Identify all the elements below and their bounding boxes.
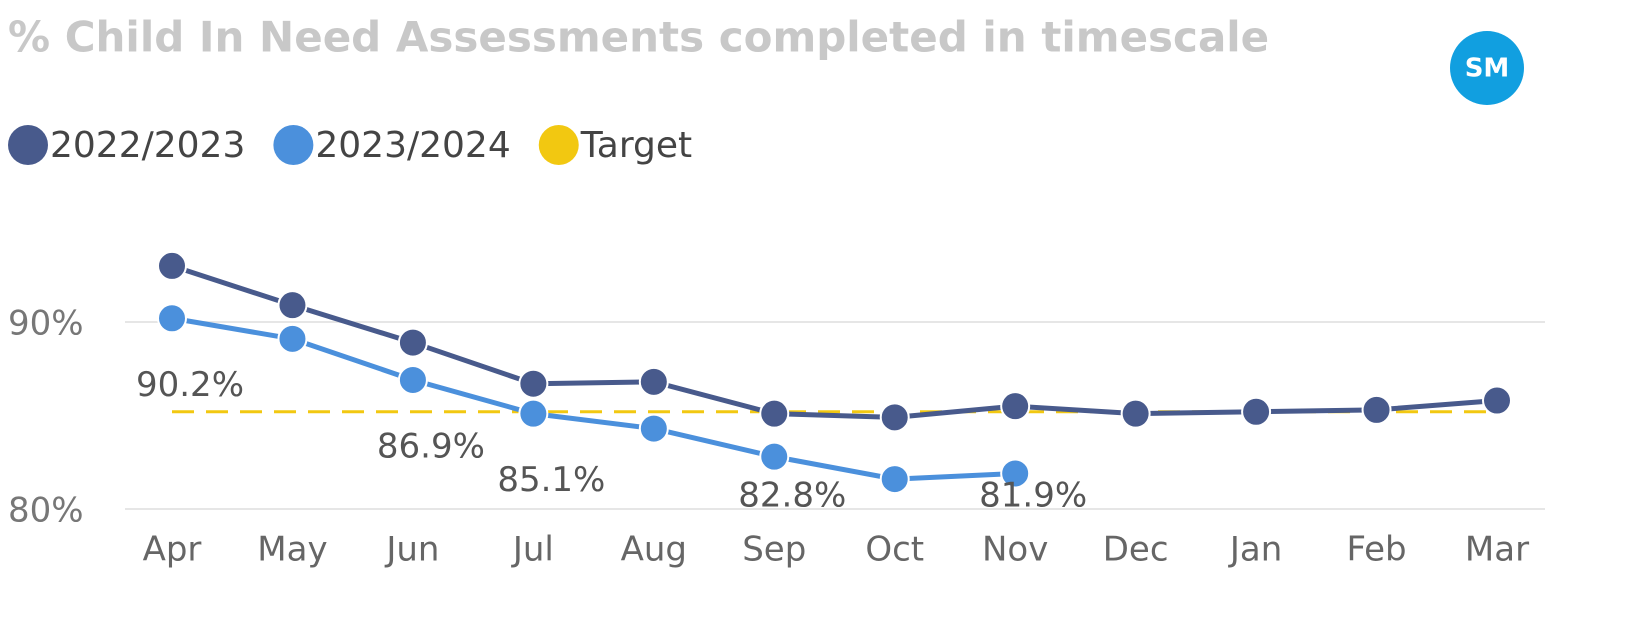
x-tick-label: Jun [384,530,439,570]
data-point [277,323,308,354]
legend-marker [538,125,579,165]
data-point [157,303,187,334]
data-point [518,368,549,399]
x-tick-label: Nov [982,530,1048,570]
data-point [397,327,428,358]
badge-circle[interactable] [1450,31,1524,105]
x-tick-label: Sep [742,530,806,570]
data-point [1120,398,1151,429]
data-point [277,290,308,321]
data-label: 85.1% [497,460,605,500]
y-tick-label: 80% [8,491,84,531]
legend-label: 2023/2024 [315,125,510,166]
legend-label: 2022/2023 [50,125,245,166]
data-label: 86.9% [377,426,485,466]
data-label: 82.8% [738,476,846,516]
legend-marker [8,125,48,165]
x-tick-label: Dec [1103,530,1169,570]
data-point [1000,391,1031,422]
legend-marker [273,125,314,165]
data-label: 90.2% [136,365,244,405]
series-line [171,263,1498,420]
x-tick-label: May [257,530,327,570]
legend-label: Target [580,125,692,166]
data-point [1482,385,1512,416]
x-tick-label: Apr [143,530,202,570]
y-tick-label: 90% [8,304,84,344]
x-tick-label: Oct [865,530,924,570]
x-tick-label: Jul [511,530,554,570]
data-point [397,364,428,395]
data-point [879,464,910,495]
data-point [157,250,187,281]
data-point [879,402,910,433]
series-line [171,315,1016,482]
data-point [638,366,669,397]
data-label: 81.9% [979,476,1087,516]
chart-title: % Child In Need Assessments completed in… [8,13,1269,62]
data-point [1000,458,1031,489]
data-point [759,398,790,429]
x-tick-label: Mar [1465,530,1529,570]
badge-text[interactable]: SM [1465,54,1510,84]
data-point [638,413,669,444]
x-tick-label: Jan [1228,530,1282,570]
x-tick-label: Aug [621,530,687,570]
data-point [1361,394,1392,425]
data-point [518,398,549,429]
data-point [1241,396,1272,427]
x-tick-label: Feb [1346,530,1406,570]
data-point [759,441,790,472]
